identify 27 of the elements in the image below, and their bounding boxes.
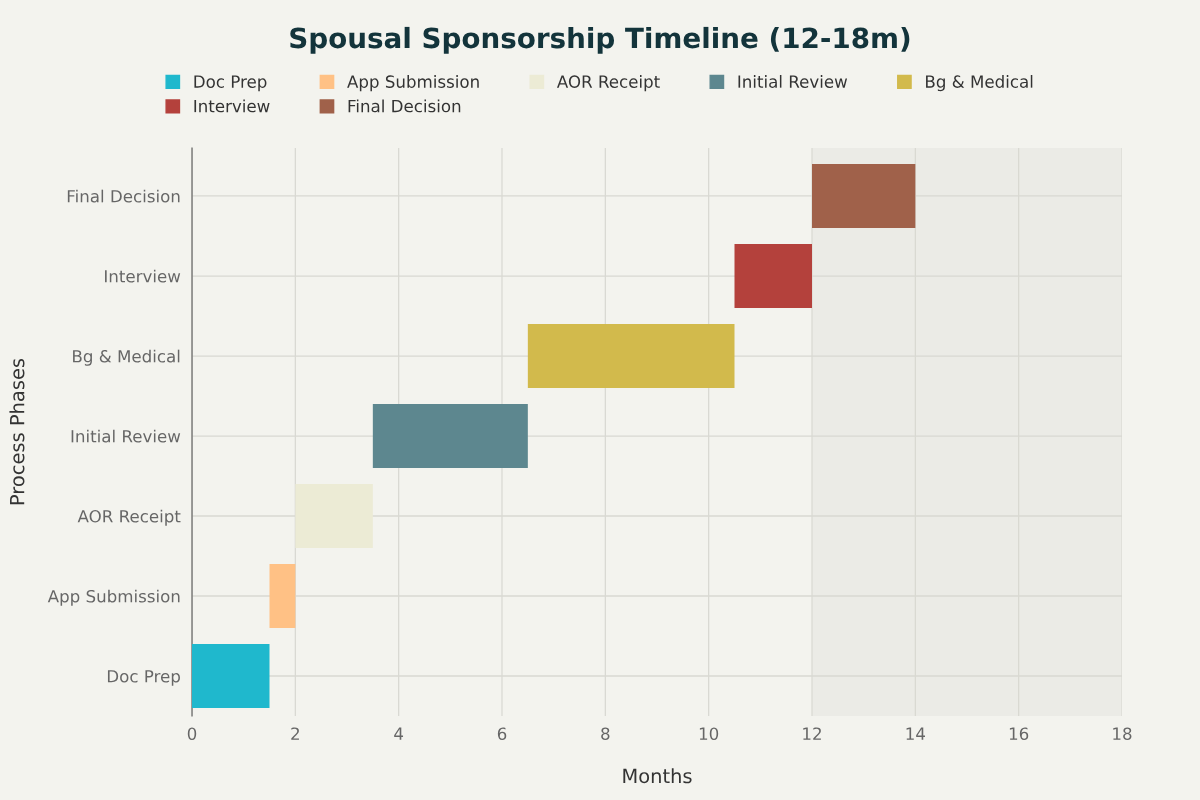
x-tick-label: 16 [1009,727,1029,741]
y-tick-label: Interview [105,269,181,283]
y-tick-label: Initial Review [71,429,181,443]
x-tick-label: 12 [803,727,821,740]
x-tick-label: 10 [699,727,719,741]
y-tick-label: AOR Receipt [77,509,181,526]
y-axis-title: Process Phases [9,358,25,505]
x-axis-title: Months [623,768,692,784]
x-tick-label: 0 [187,727,197,741]
legend-label: Doc Prep [194,75,267,92]
legend-label: AOR Receipt [556,75,660,92]
legend-label: Final Decision [348,99,461,113]
legend-label: Bg & Medical [926,75,1033,92]
x-tick-label: 2 [291,727,299,740]
y-tick-label: Final Decision [67,189,180,203]
y-tick-label: Bg & Medical [73,349,180,366]
legend-label: Interview [194,99,270,113]
x-tick-label: 14 [906,727,925,740]
y-tick-label: App Submission [47,589,180,606]
legend-label: Initial Review [738,75,848,88]
x-tick-label: 18 [1113,727,1132,741]
y-tick-label: Doc Prep [107,670,180,686]
chart-title: Spousal Sponsorship Timeline (12-18m) [290,26,910,54]
x-tick-label: 8 [601,727,610,741]
x-tick-label: 4 [394,727,404,740]
legend-label: App Submission [347,75,479,92]
x-tick-label: 6 [497,727,507,741]
